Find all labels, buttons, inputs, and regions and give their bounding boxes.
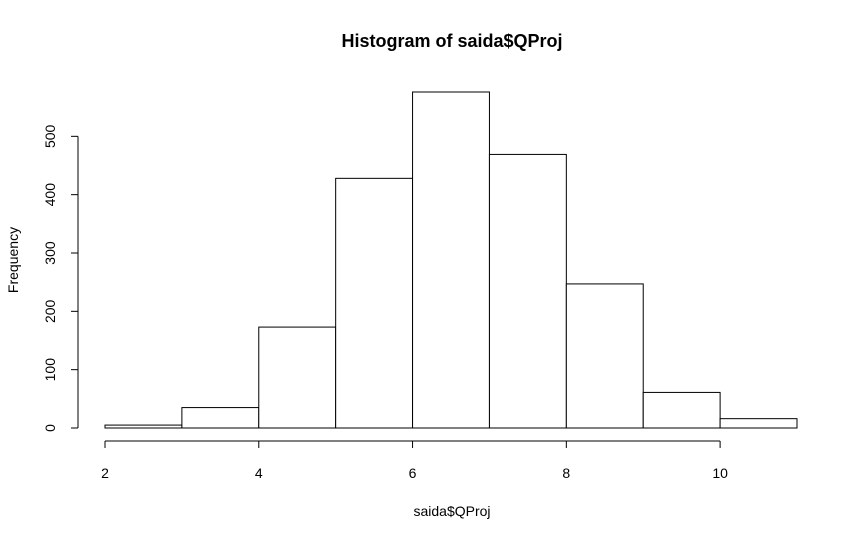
y-tick-label-400: 400 bbox=[42, 183, 58, 207]
histogram-bar-6 bbox=[565, 283, 644, 429]
y-tick-label-500: 500 bbox=[42, 124, 58, 148]
x-tick-label-8: 8 bbox=[562, 465, 570, 481]
histogram-bar-3 bbox=[335, 177, 414, 429]
x-axis-label: saida$QProj bbox=[413, 503, 490, 519]
y-tick-label-100: 100 bbox=[42, 358, 58, 382]
y-axis: 0 100 200 300 400 500 bbox=[42, 124, 79, 432]
histogram-bar-2 bbox=[258, 326, 337, 429]
histogram-bar-5 bbox=[488, 153, 567, 429]
y-axis-label: Frequency bbox=[5, 227, 21, 293]
y-tick-label-300: 300 bbox=[42, 241, 58, 265]
bars-group bbox=[104, 91, 798, 429]
y-tick-label-200: 200 bbox=[42, 299, 58, 323]
histogram-bar-8 bbox=[719, 418, 798, 429]
x-tick-label-2: 2 bbox=[101, 465, 109, 481]
x-tick-label-4: 4 bbox=[255, 465, 263, 481]
histogram-bar-7 bbox=[642, 391, 721, 429]
histogram-bar-4 bbox=[412, 91, 490, 429]
y-tick-label-0: 0 bbox=[42, 424, 58, 432]
x-tick-label-6: 6 bbox=[409, 465, 417, 481]
x-axis: 2 4 6 8 10 bbox=[101, 440, 728, 481]
histogram-bar-0 bbox=[104, 424, 183, 429]
chart-title: Histogram of saida$QProj bbox=[341, 31, 562, 51]
histogram-bar-1 bbox=[181, 407, 260, 429]
x-tick-label-10: 10 bbox=[712, 465, 728, 481]
